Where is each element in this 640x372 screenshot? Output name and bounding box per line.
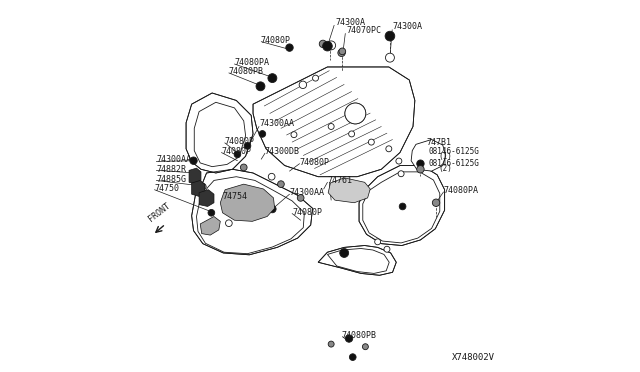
Circle shape — [256, 82, 265, 91]
Circle shape — [339, 48, 346, 55]
Polygon shape — [328, 178, 370, 203]
Polygon shape — [411, 140, 445, 171]
Text: 74080P: 74080P — [292, 208, 322, 217]
Circle shape — [268, 173, 275, 180]
Text: 74300AA: 74300AA — [259, 119, 294, 128]
Circle shape — [268, 74, 277, 83]
Polygon shape — [189, 168, 201, 184]
Text: 74882R: 74882R — [156, 165, 186, 174]
Circle shape — [190, 157, 197, 164]
Text: 74750: 74750 — [154, 185, 179, 193]
Text: 74080P: 74080P — [300, 158, 330, 167]
Polygon shape — [359, 166, 445, 246]
Circle shape — [244, 142, 251, 149]
Circle shape — [291, 132, 297, 138]
Circle shape — [398, 171, 404, 177]
Circle shape — [192, 170, 199, 176]
Circle shape — [385, 31, 395, 41]
Text: 74080PA: 74080PA — [234, 58, 269, 67]
Text: 74885G: 74885G — [156, 175, 186, 184]
Circle shape — [241, 164, 247, 171]
Text: 74300A: 74300A — [335, 18, 365, 27]
Circle shape — [374, 239, 381, 245]
Circle shape — [433, 199, 440, 206]
Text: 74300AA: 74300AA — [289, 188, 324, 197]
Circle shape — [399, 203, 406, 210]
Circle shape — [241, 205, 247, 212]
Text: 08146-6125G: 08146-6125G — [429, 147, 479, 156]
Text: 74080P: 74080P — [260, 36, 291, 45]
Circle shape — [328, 341, 334, 347]
Circle shape — [417, 166, 424, 173]
Text: 747B1: 747B1 — [426, 138, 451, 147]
Circle shape — [346, 335, 353, 342]
Polygon shape — [220, 184, 275, 221]
Text: 74300A: 74300A — [393, 22, 423, 31]
Circle shape — [299, 81, 307, 89]
Text: 74080P: 74080P — [221, 147, 252, 156]
Text: 74300DB: 74300DB — [265, 147, 300, 155]
Circle shape — [386, 146, 392, 152]
Circle shape — [338, 49, 346, 57]
Circle shape — [396, 158, 402, 164]
Circle shape — [340, 248, 349, 257]
Circle shape — [345, 103, 365, 124]
Text: 74070PC: 74070PC — [346, 26, 381, 35]
Circle shape — [259, 131, 266, 137]
Circle shape — [254, 194, 260, 200]
Circle shape — [203, 197, 210, 203]
Polygon shape — [191, 180, 205, 196]
Text: (2): (2) — [438, 164, 452, 173]
Polygon shape — [253, 67, 415, 177]
Circle shape — [362, 344, 369, 350]
Text: 74080PB: 74080PB — [229, 67, 264, 76]
Circle shape — [417, 160, 424, 167]
Circle shape — [200, 183, 206, 190]
Text: 74761: 74761 — [328, 176, 353, 185]
Circle shape — [369, 139, 374, 145]
Text: X748002V: X748002V — [452, 353, 495, 362]
Circle shape — [234, 151, 241, 158]
Circle shape — [385, 53, 394, 62]
Circle shape — [326, 41, 335, 50]
Circle shape — [345, 103, 365, 124]
Circle shape — [208, 209, 215, 216]
Circle shape — [298, 195, 304, 201]
Circle shape — [328, 124, 334, 129]
Circle shape — [323, 41, 332, 51]
Text: FRONT: FRONT — [147, 201, 172, 223]
Circle shape — [384, 246, 390, 252]
Polygon shape — [318, 246, 396, 275]
Polygon shape — [186, 93, 253, 173]
Circle shape — [269, 205, 276, 213]
Text: 74300AA: 74300AA — [156, 155, 191, 164]
Text: 74754: 74754 — [223, 192, 248, 201]
Polygon shape — [191, 169, 312, 255]
Circle shape — [312, 75, 319, 81]
Circle shape — [278, 181, 284, 187]
Text: 08146-6125G: 08146-6125G — [429, 159, 479, 168]
Polygon shape — [200, 217, 220, 235]
Text: (1): (1) — [438, 153, 452, 161]
Circle shape — [319, 40, 326, 48]
Text: 74080PB: 74080PB — [342, 331, 376, 340]
Circle shape — [225, 220, 232, 227]
Circle shape — [286, 44, 293, 51]
Circle shape — [349, 131, 355, 137]
Text: 74080PA: 74080PA — [444, 186, 479, 195]
Text: 74080P: 74080P — [225, 137, 255, 146]
Circle shape — [349, 354, 356, 360]
Polygon shape — [199, 190, 214, 206]
